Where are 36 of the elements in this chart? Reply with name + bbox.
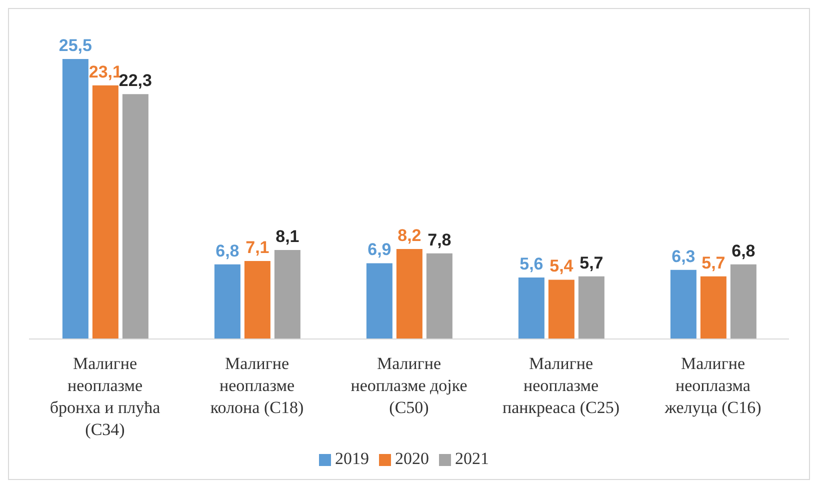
x-tick-label: Малигне неоплазме колона (C18) [210,354,304,417]
legend-label: 2020 [395,449,429,468]
bar [518,278,544,339]
x-tick-label: Малигне неоплазме панкреаса (C25) [502,354,620,417]
data-label: 8,1 [276,227,300,246]
bar [214,264,240,339]
bar [670,270,696,339]
bar [578,276,604,339]
bar [122,94,148,339]
data-label: 8,2 [398,226,422,245]
bar [548,280,574,339]
data-label: 6,9 [368,240,392,260]
data-label: 7,8 [428,230,452,250]
data-label: 5,4 [550,256,574,276]
data-label: 7,1 [246,238,270,258]
bar [396,248,422,339]
bar [366,263,392,339]
data-label: 5,7 [580,253,604,272]
data-label: 5,7 [702,253,726,272]
x-tick-label: Малигне неоплазме дојке (C50) [350,354,468,417]
x-tick-label: Малигне неоплазме бронха и плућа (C34) [50,354,161,439]
bar [92,85,118,339]
data-label: 6,8 [732,241,756,260]
data-label: 5,6 [520,254,544,274]
bar [244,261,270,339]
bar [730,264,756,339]
bar [62,59,88,339]
legend-label: 2021 [455,449,489,468]
bar [274,250,300,339]
x-tick-label: Малигне неоплазма желуца (C16) [664,354,762,417]
data-label: 6,3 [672,246,696,266]
bar [700,276,726,339]
data-label: 6,8 [216,241,240,260]
data-label: 25,5 [58,36,92,55]
legend-label: 2019 [335,449,369,468]
bar [426,253,452,339]
